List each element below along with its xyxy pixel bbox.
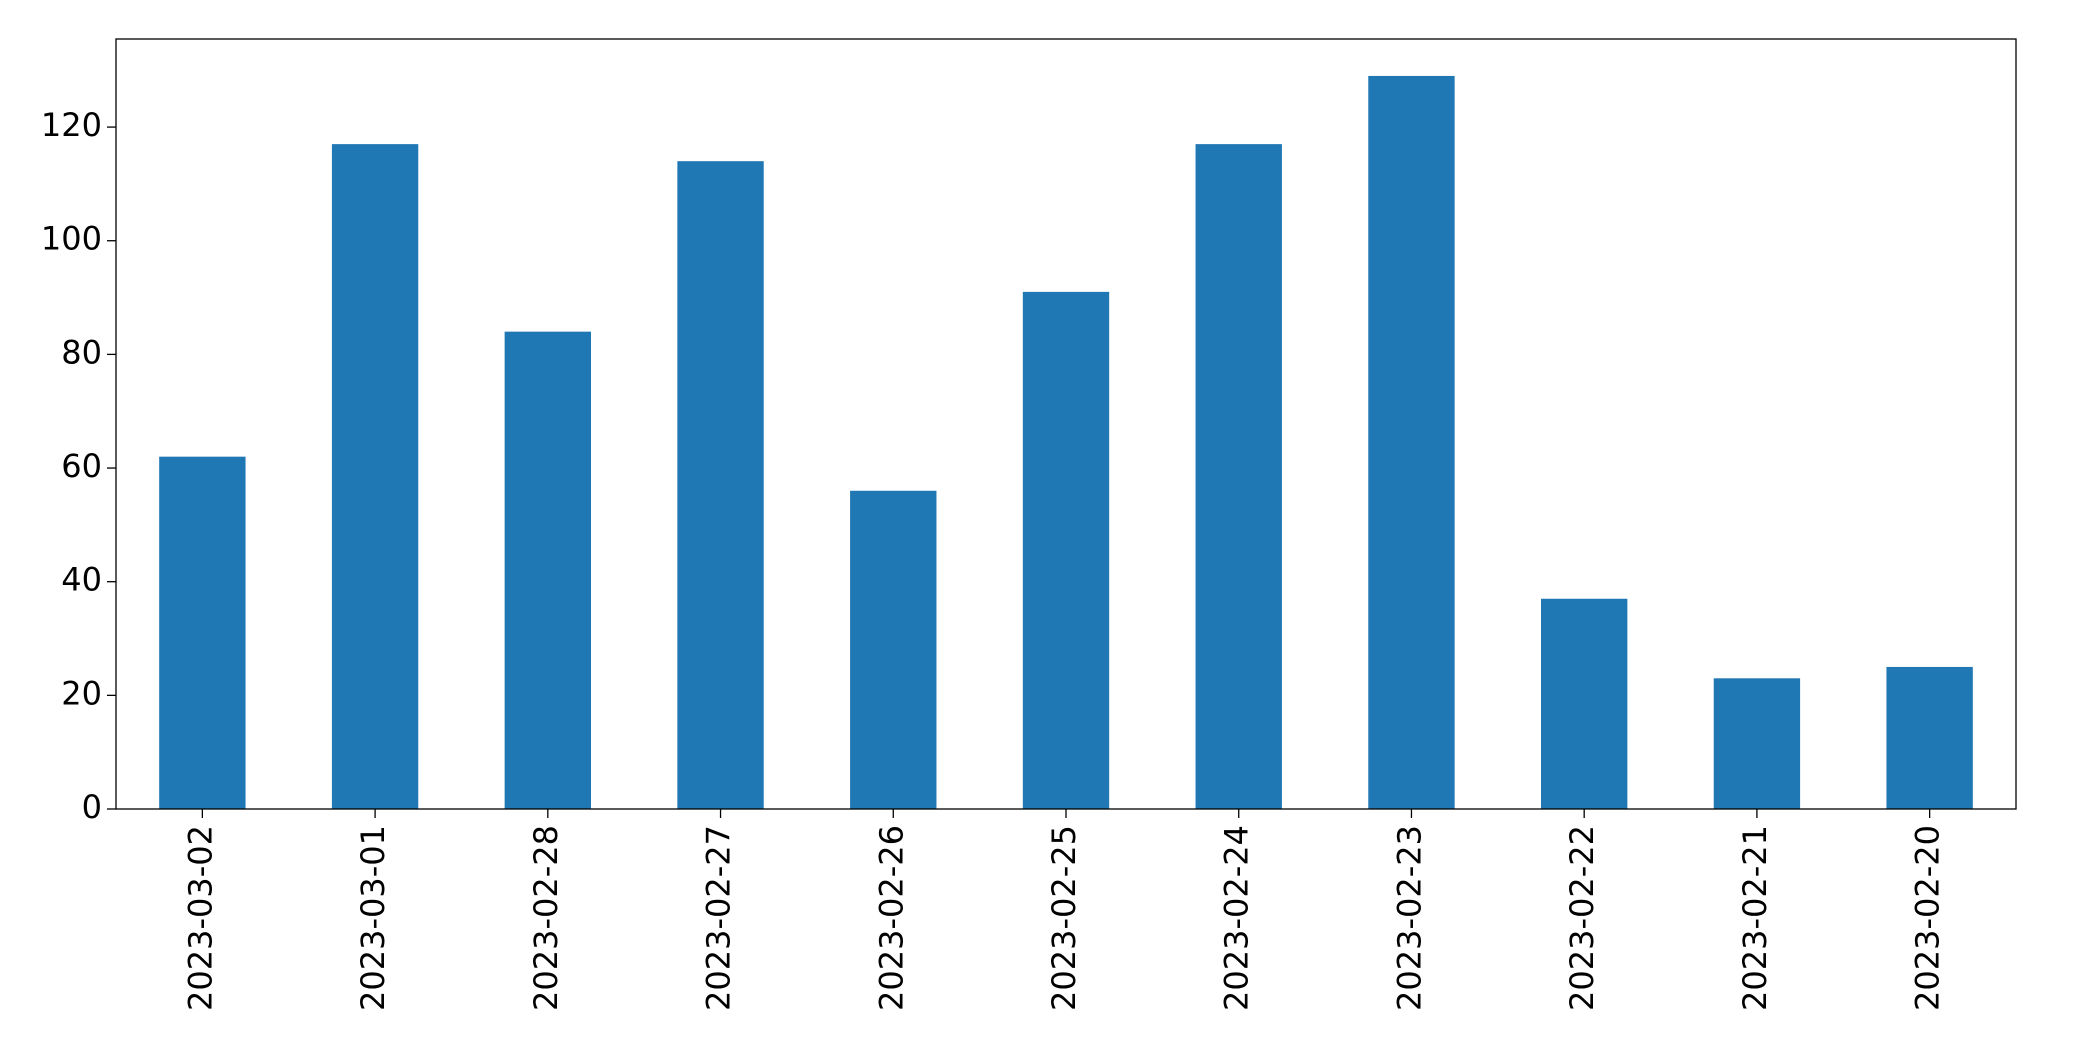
y-tick-label: 120 <box>41 106 102 144</box>
bar <box>159 456 246 809</box>
bar <box>504 331 591 809</box>
bar <box>850 490 937 809</box>
y-tick-label: 0 <box>82 788 102 826</box>
bar <box>1541 598 1628 809</box>
x-tick-label: 2023-02-25 <box>1045 825 1083 1011</box>
bar <box>1368 75 1455 810</box>
y-tick-label: 100 <box>41 220 102 258</box>
y-tick-label: 60 <box>61 447 102 485</box>
y-tick-label: 80 <box>61 333 102 371</box>
x-tick-label: 2023-02-23 <box>1390 825 1428 1011</box>
x-tick-label: 2023-02-26 <box>872 825 910 1011</box>
x-tick-label: 2023-02-21 <box>1736 825 1774 1011</box>
x-tick-label: 2023-03-01 <box>354 825 392 1011</box>
plot-frame <box>115 38 2017 810</box>
x-tick-label: 2023-02-20 <box>1909 825 1947 1011</box>
bar <box>1886 666 1973 809</box>
bar <box>1022 291 1110 809</box>
bar <box>677 161 764 809</box>
x-tick-label: 2023-02-28 <box>527 825 565 1011</box>
x-tick-label: 2023-02-27 <box>700 825 738 1011</box>
bar <box>1713 678 1801 809</box>
bar <box>1195 144 1282 809</box>
y-tick-label: 20 <box>61 674 102 712</box>
x-tick-label: 2023-02-22 <box>1563 825 1601 1011</box>
x-tick-label: 2023-02-24 <box>1218 825 1256 1011</box>
y-tick-label: 40 <box>61 561 102 599</box>
x-tick-label: 2023-03-02 <box>181 825 219 1011</box>
bar <box>331 144 419 809</box>
